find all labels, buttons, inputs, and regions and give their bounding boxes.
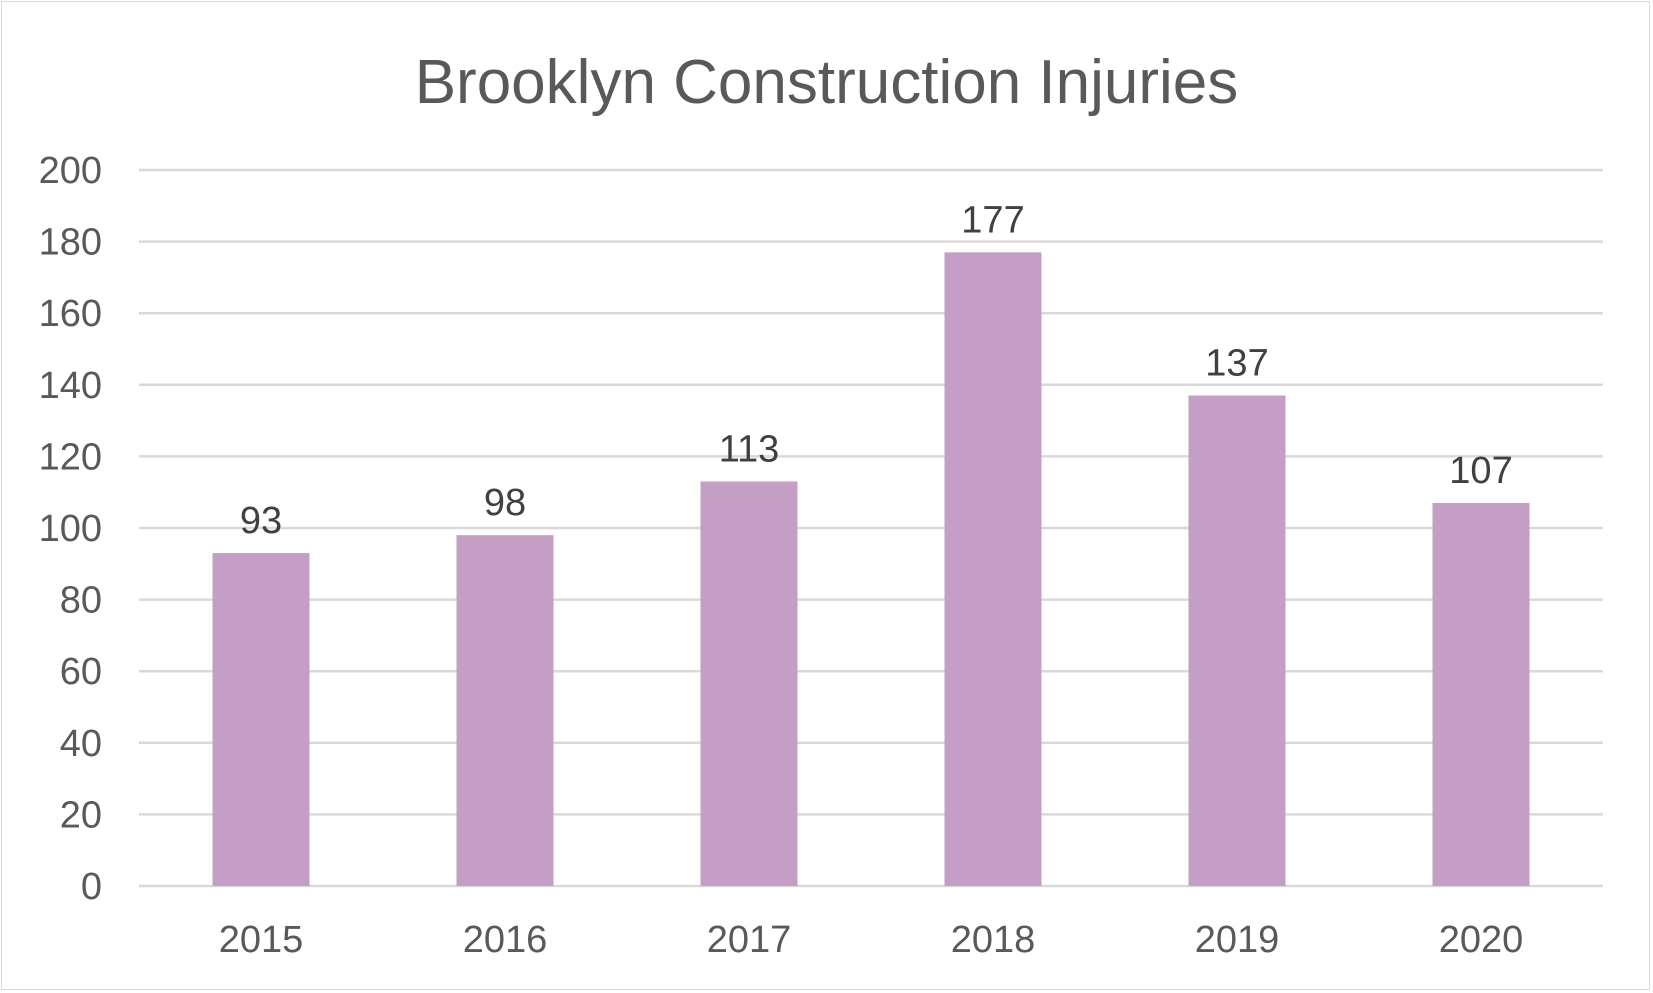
y-tick-label: 200 [39,150,102,192]
x-tick-label-2020: 2020 [1439,919,1524,961]
data-label-2018: 177 [961,199,1024,241]
y-tick-label: 80 [60,580,102,622]
bar-2017 [700,481,798,886]
data-label-2019: 137 [1205,343,1268,385]
bars [212,252,1530,887]
y-tick-label: 40 [60,723,102,765]
bar-2016 [456,535,554,886]
y-tick-label: 120 [39,436,102,478]
y-axis-ticks: 0 20 40 60 80 100 120 140 160 180 200 [39,150,102,908]
x-tick-label-2018: 2018 [951,919,1036,961]
x-tick-label-2015: 2015 [219,919,304,961]
x-tick-label-2019: 2019 [1195,919,1280,961]
gridlines [139,168,1603,888]
y-tick-label: 20 [60,794,102,836]
y-tick-label: 140 [39,365,102,407]
data-labels: 93 98 113 177 137 107 [240,199,1513,542]
data-label-2015: 93 [240,500,282,542]
data-label-2017: 113 [719,428,780,470]
y-tick-label: 160 [39,293,102,335]
bar-2020 [1432,502,1530,886]
x-tick-label-2017: 2017 [707,919,792,961]
y-tick-label: 100 [39,508,102,550]
data-label-2020: 107 [1449,450,1512,492]
bar-2018 [944,252,1042,887]
x-axis-ticks: 2015 2016 2017 2018 2019 2020 [219,919,1524,961]
chart-title: Brooklyn Construction Injuries [414,48,1239,117]
x-tick-label-2016: 2016 [463,919,548,961]
y-tick-label: 60 [60,651,102,693]
y-tick-label: 0 [81,866,102,908]
data-label-2016: 98 [484,482,526,524]
bar-2015 [212,553,310,886]
bar-2019 [1188,395,1286,886]
y-tick-label: 180 [39,222,102,264]
